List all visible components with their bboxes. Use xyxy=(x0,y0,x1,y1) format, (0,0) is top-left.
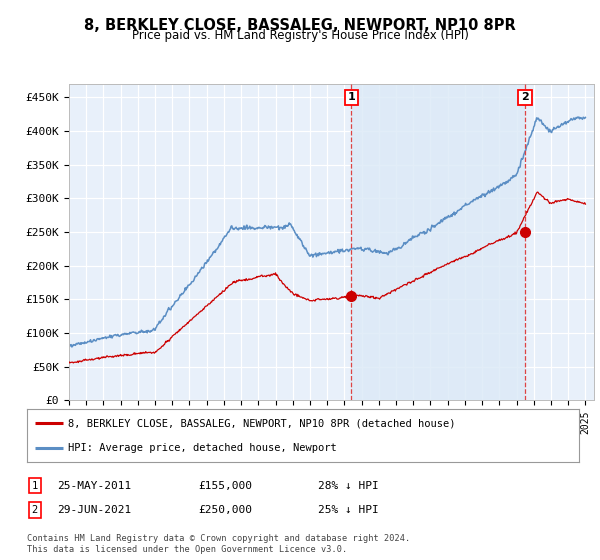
Bar xyxy=(351,84,525,400)
Text: 1: 1 xyxy=(347,92,355,102)
Text: 29-JUN-2021: 29-JUN-2021 xyxy=(57,505,131,515)
Text: 1: 1 xyxy=(32,480,38,491)
Text: Price paid vs. HM Land Registry's House Price Index (HPI): Price paid vs. HM Land Registry's House … xyxy=(131,29,469,42)
Text: 25-MAY-2011: 25-MAY-2011 xyxy=(57,480,131,491)
Text: 8, BERKLEY CLOSE, BASSALEG, NEWPORT, NP10 8PR: 8, BERKLEY CLOSE, BASSALEG, NEWPORT, NP1… xyxy=(84,18,516,33)
Text: 28% ↓ HPI: 28% ↓ HPI xyxy=(318,480,379,491)
Text: HPI: Average price, detached house, Newport: HPI: Average price, detached house, Newp… xyxy=(68,442,337,452)
Text: Contains HM Land Registry data © Crown copyright and database right 2024.
This d: Contains HM Land Registry data © Crown c… xyxy=(27,534,410,554)
Text: 2: 2 xyxy=(32,505,38,515)
Text: 8, BERKLEY CLOSE, BASSALEG, NEWPORT, NP10 8PR (detached house): 8, BERKLEY CLOSE, BASSALEG, NEWPORT, NP1… xyxy=(68,418,456,428)
Text: 25% ↓ HPI: 25% ↓ HPI xyxy=(318,505,379,515)
Text: £250,000: £250,000 xyxy=(198,505,252,515)
Text: £155,000: £155,000 xyxy=(198,480,252,491)
Text: 2: 2 xyxy=(521,92,529,102)
